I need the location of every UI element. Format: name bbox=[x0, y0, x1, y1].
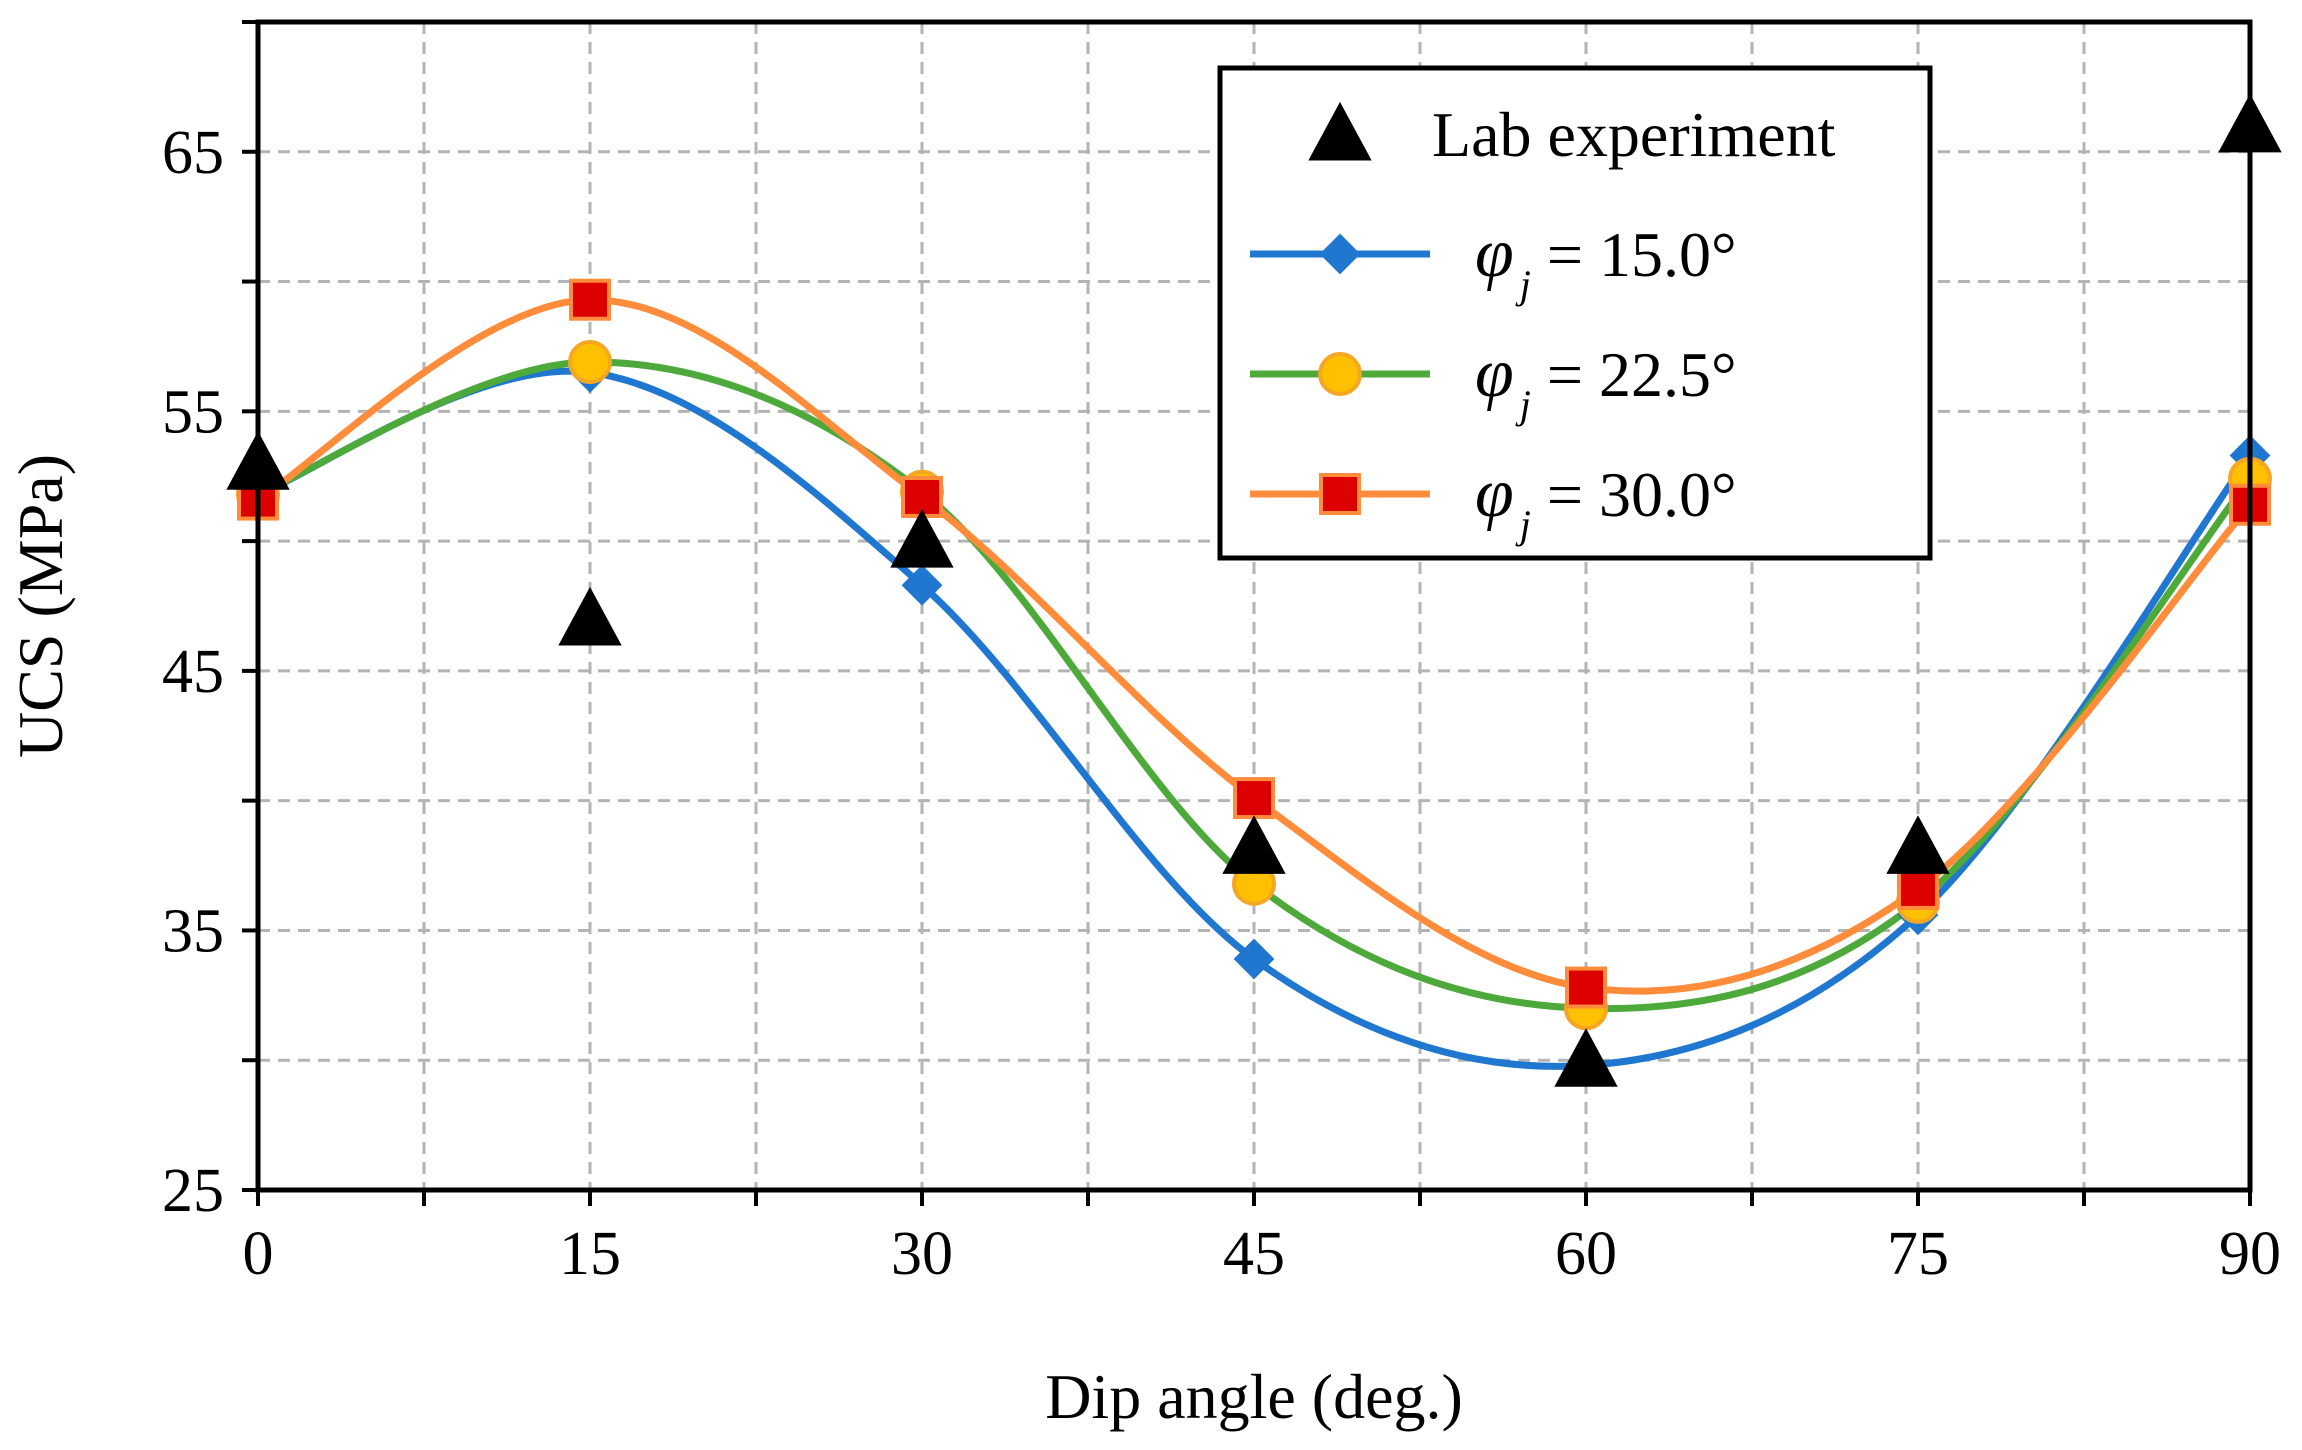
data-point bbox=[890, 509, 954, 568]
x-tick-label: 60 bbox=[1555, 1220, 1617, 1288]
x-tick-label: 45 bbox=[1223, 1220, 1285, 1288]
tick-labels: 0 15 30 45 60 75 90 25 35 45 55 65 bbox=[162, 119, 2281, 1288]
y-tick-label: 45 bbox=[162, 638, 224, 706]
data-point bbox=[1222, 815, 1286, 874]
x-tick-label: 90 bbox=[2219, 1220, 2281, 1288]
y-tick-label: 55 bbox=[162, 378, 224, 446]
data-point bbox=[568, 340, 612, 385]
x-tick-label: 75 bbox=[1887, 1220, 1949, 1288]
axis-ticks bbox=[242, 20, 2252, 1206]
x-axis-title: Dip angle (deg.) bbox=[1045, 1361, 1463, 1432]
x-tick-label: 15 bbox=[559, 1220, 621, 1288]
legend-item: Lab experiment bbox=[1308, 99, 1836, 170]
data-point bbox=[1554, 1028, 1618, 1087]
series-markers bbox=[226, 93, 2282, 1087]
x-tick-label: 0 bbox=[243, 1220, 274, 1288]
data-point bbox=[1233, 938, 1275, 980]
legend-marker bbox=[1308, 101, 1372, 161]
y-axis-title: UCS (MPa) bbox=[5, 454, 76, 758]
legend-label-value: = 30.0° bbox=[1531, 459, 1737, 530]
legend-label-subscript: j bbox=[1515, 382, 1531, 427]
data-point bbox=[1897, 867, 1939, 910]
y-tick-label: 35 bbox=[162, 897, 224, 965]
data-point bbox=[901, 564, 943, 606]
data-point bbox=[569, 278, 611, 321]
y-tick-label: 65 bbox=[162, 119, 224, 187]
legend-label-value: = 22.5° bbox=[1531, 339, 1737, 410]
data-point bbox=[1233, 777, 1275, 820]
data-point bbox=[558, 586, 622, 646]
legend-label-subscript: j bbox=[1515, 502, 1531, 547]
legend-marker bbox=[1319, 233, 1361, 275]
legend-marker bbox=[1319, 473, 1361, 515]
x-tick-label: 30 bbox=[891, 1220, 953, 1288]
legend-label-value: = 15.0° bbox=[1531, 219, 1737, 290]
legend-label: Lab experiment bbox=[1432, 99, 1836, 170]
data-point bbox=[1565, 966, 1607, 1009]
legend-marker bbox=[1318, 352, 1362, 396]
data-point bbox=[1886, 815, 1950, 874]
grid-lines bbox=[258, 22, 2250, 1190]
y-tick-label: 25 bbox=[162, 1157, 224, 1225]
legend-label-subscript: j bbox=[1515, 262, 1531, 307]
